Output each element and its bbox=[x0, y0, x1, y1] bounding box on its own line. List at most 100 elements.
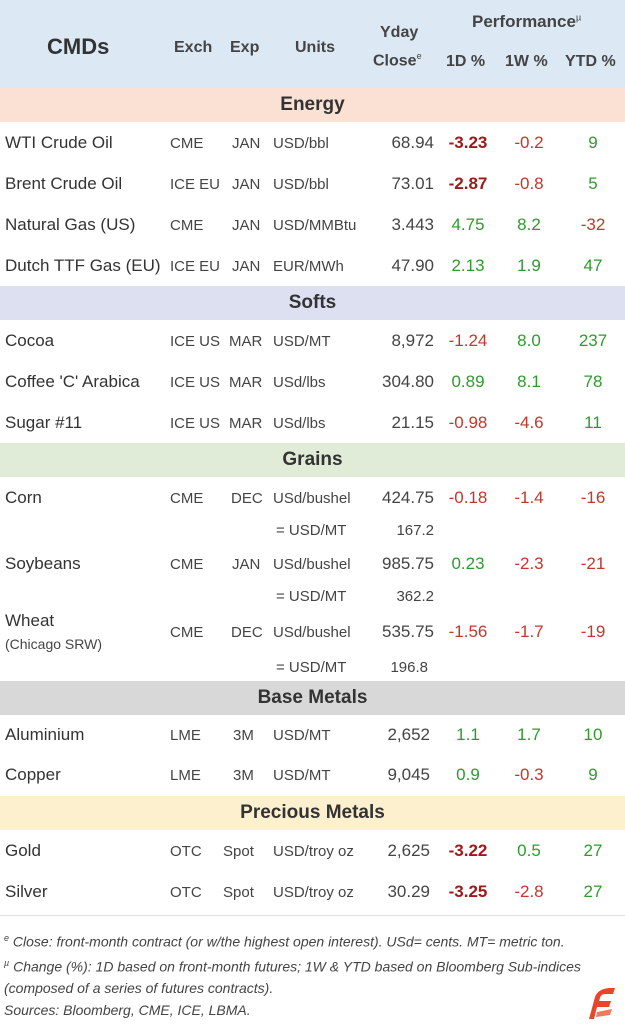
expiry: MAR bbox=[229, 333, 263, 350]
change-1w: 1.7 bbox=[517, 725, 541, 744]
unit: USD/MMBtu bbox=[273, 217, 357, 234]
yday-close: 3.443 bbox=[391, 215, 434, 234]
commodity-name: Dutch TTF Gas (EU) bbox=[5, 256, 161, 275]
conversion-value: 196.8 bbox=[390, 659, 428, 676]
change-1w: -0.3 bbox=[514, 765, 544, 784]
yday-close: 8,972 bbox=[391, 331, 434, 350]
change-1d: -0.18 bbox=[448, 488, 488, 507]
table-row: Copper LME 3M USD/MT 9,045 0.9 -0.3 9 bbox=[0, 755, 625, 796]
expiry: MAR bbox=[229, 415, 263, 432]
change-ytd: 9 bbox=[588, 765, 598, 784]
change-ytd: 5 bbox=[588, 174, 598, 193]
change-ytd: -21 bbox=[580, 554, 606, 573]
expiry: DEC bbox=[231, 490, 263, 507]
col-units: Units bbox=[295, 39, 335, 56]
unit: USd/bushel bbox=[273, 556, 351, 573]
change-1w: 1.9 bbox=[517, 256, 541, 275]
expiry: MAR bbox=[229, 374, 263, 391]
commodity-name: Gold bbox=[5, 841, 41, 860]
section-energy: Energy bbox=[0, 88, 625, 122]
expiry: DEC bbox=[231, 624, 263, 641]
change-1d: -3.23 bbox=[448, 133, 488, 152]
col-performance: Performanceµ bbox=[472, 12, 582, 31]
commodity-name: WTI Crude Oil bbox=[5, 133, 113, 152]
change-1d: 2.13 bbox=[451, 256, 485, 275]
change-1w: -2.8 bbox=[514, 882, 544, 901]
change-1d: -3.25 bbox=[448, 882, 488, 901]
change-1d: 0.9 bbox=[456, 765, 480, 784]
conversion-value: 167.2 bbox=[396, 522, 434, 539]
exchange: OTC bbox=[170, 884, 202, 901]
change-ytd: 237 bbox=[578, 331, 608, 350]
expiry: JAN bbox=[232, 176, 261, 193]
footer-divider bbox=[0, 915, 625, 916]
unit: USD/MT bbox=[273, 333, 331, 350]
change-ytd: 47 bbox=[583, 256, 603, 275]
commodity-subname: (Chicago SRW) bbox=[5, 636, 102, 652]
commodity-name: Corn bbox=[5, 488, 42, 507]
footnote-change: µ Change (%): 1D based on front-month fu… bbox=[4, 958, 581, 975]
table-row: Dutch TTF Gas (EU) ICE EU JAN EUR/MWh 47… bbox=[0, 245, 625, 286]
col-close: Closee bbox=[373, 51, 422, 70]
change-1w: 8.1 bbox=[517, 372, 541, 391]
yday-close: 2,652 bbox=[387, 725, 430, 744]
yday-close: 9,045 bbox=[387, 765, 430, 784]
yday-close: 985.75 bbox=[382, 554, 434, 573]
unit: EUR/MWh bbox=[273, 258, 344, 275]
footnote-change-cont: (composed of a series of futures contrac… bbox=[4, 980, 274, 996]
change-ytd: 10 bbox=[583, 725, 603, 744]
change-1w: 0.5 bbox=[517, 841, 541, 860]
table-row: Wheat (Chicago SRW) CME DEC USd/bushel 5… bbox=[0, 609, 625, 681]
change-1d: -1.24 bbox=[448, 331, 488, 350]
change-1d: 4.75 bbox=[451, 215, 485, 234]
expiry: JAN bbox=[232, 556, 261, 573]
table-row: Coffee 'C' Arabica ICE US MAR USd/lbs 30… bbox=[0, 361, 625, 402]
exchange: CME bbox=[170, 490, 204, 507]
section-base-metals: Base Metals bbox=[0, 681, 625, 715]
exchange: CME bbox=[170, 135, 204, 152]
yday-close: 73.01 bbox=[391, 174, 434, 193]
unit: USd/lbs bbox=[273, 374, 326, 391]
expiry: JAN bbox=[232, 217, 261, 234]
unit: USD/MT bbox=[273, 727, 331, 744]
exchange: CME bbox=[170, 556, 204, 573]
commodity-name: Soybeans bbox=[5, 554, 81, 573]
unit: USd/bushel bbox=[273, 490, 351, 507]
expiry: 3M bbox=[233, 767, 254, 784]
unit: USd/lbs bbox=[273, 415, 326, 432]
change-ytd: 11 bbox=[584, 413, 602, 432]
commodity-name: Natural Gas (US) bbox=[5, 215, 136, 234]
change-1w: 8.0 bbox=[517, 331, 541, 350]
yday-close: 21.15 bbox=[391, 413, 434, 432]
table-row: Natural Gas (US) CME JAN USD/MMBtu 3.443… bbox=[0, 204, 625, 245]
exchange: ICE US bbox=[170, 415, 221, 432]
yday-close: 304.80 bbox=[382, 372, 434, 391]
table-row: Brent Crude Oil ICE EU JAN USD/bbl 73.01… bbox=[0, 163, 625, 204]
col-exp: Exp bbox=[230, 39, 260, 56]
conversion-label: = USD/MT bbox=[276, 522, 347, 539]
footnote-close: e Close: front-month contract (or w/the … bbox=[4, 933, 565, 950]
change-ytd: -32 bbox=[580, 215, 606, 234]
section-grains: Grains bbox=[0, 443, 625, 477]
table-row: Cocoa ICE US MAR USD/MT 8,972 -1.24 8.0 … bbox=[0, 320, 625, 361]
table-row: Corn CME DEC USd/bushel 424.75 -0.18 -1.… bbox=[0, 477, 625, 543]
unit: USD/bbl bbox=[273, 176, 329, 193]
expiry: 3M bbox=[233, 727, 254, 744]
commodity-name: Sugar #11 bbox=[5, 413, 83, 432]
change-1w: -0.2 bbox=[514, 133, 544, 152]
yday-close: 30.29 bbox=[387, 882, 430, 901]
exchange: CME bbox=[170, 624, 204, 641]
change-ytd: -16 bbox=[580, 488, 606, 507]
exchange: ICE US bbox=[170, 333, 221, 350]
col-ytd: YTD % bbox=[565, 53, 616, 70]
table-row: WTI Crude Oil CME JAN USD/bbl 68.94 -3.2… bbox=[0, 122, 625, 163]
conversion-label: = USD/MT bbox=[276, 659, 347, 676]
col-yday: Yday bbox=[380, 24, 419, 41]
change-1d: 1.1 bbox=[456, 725, 480, 744]
yday-close: 47.90 bbox=[391, 256, 434, 275]
change-1d: -0.98 bbox=[448, 413, 488, 432]
table-row: Silver OTC Spot USD/troy oz 30.29 -3.25 … bbox=[0, 871, 625, 912]
change-1d: 0.23 bbox=[451, 554, 485, 573]
commodity-name: Cocoa bbox=[5, 331, 55, 350]
commodity-name: Copper bbox=[5, 765, 61, 784]
